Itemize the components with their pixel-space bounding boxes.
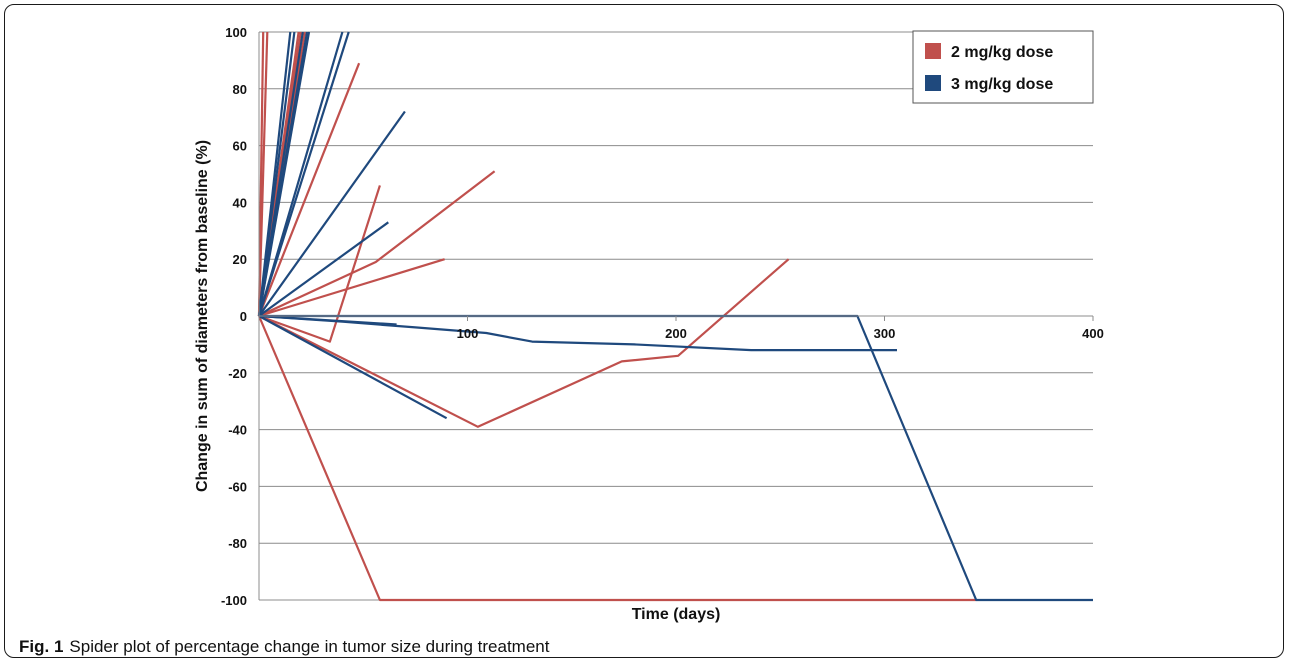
y-tick-label: -60 bbox=[228, 479, 247, 494]
x-tick-label: 100 bbox=[457, 326, 479, 341]
series-line bbox=[258, 170, 496, 317]
y-tick-label: 80 bbox=[233, 82, 247, 97]
y-tick-label: 60 bbox=[233, 139, 247, 154]
series-line bbox=[257, 62, 361, 317]
series-line bbox=[258, 314, 897, 352]
figure-frame: -100 -80 -60 -40 -20 0 20 40 60 80 100 100 200 300 400… bbox=[4, 4, 1284, 658]
y-tick-label: 0 bbox=[240, 309, 247, 324]
series-lines bbox=[257, 31, 1093, 602]
series-line bbox=[258, 110, 406, 317]
series-line bbox=[258, 185, 381, 343]
legend-box bbox=[912, 30, 1094, 104]
series-line bbox=[257, 31, 350, 317]
y-tick-label: 20 bbox=[233, 252, 247, 267]
y-tick-label: -20 bbox=[228, 366, 247, 381]
y-tick-label: 100 bbox=[225, 25, 247, 40]
series-line bbox=[258, 258, 445, 318]
axes: -100 -80 -60 -40 -20 0 20 40 60 80 100 100 200 300 400… bbox=[194, 25, 1104, 623]
legend-label: 2 mg/kg dose bbox=[951, 44, 1053, 61]
y-axis-title: Change in sum of diameters from baseline… bbox=[194, 140, 211, 492]
y-tick-label: -100 bbox=[221, 593, 247, 608]
figure-label: Fig. 1 bbox=[19, 637, 64, 656]
series-line bbox=[257, 31, 269, 317]
series-line bbox=[258, 315, 448, 420]
series-line bbox=[257, 31, 311, 317]
legend-swatch bbox=[925, 75, 941, 91]
series-line bbox=[257, 315, 977, 602]
y-tick-label: 40 bbox=[233, 195, 247, 210]
series-line bbox=[258, 258, 790, 428]
y-tick-label: -80 bbox=[228, 536, 247, 551]
series-line bbox=[257, 31, 296, 317]
series-line bbox=[259, 314, 1093, 602]
x-tick-label: 200 bbox=[665, 326, 687, 341]
figure-caption-text: Spider plot of percentage change in tumo… bbox=[69, 637, 550, 656]
spider-plot: -100 -80 -60 -40 -20 0 20 40 60 80 100 100 200 300 400… bbox=[194, 25, 1104, 623]
y-tick-label: -40 bbox=[228, 423, 247, 438]
x-axis-title: Time (days) bbox=[632, 606, 721, 623]
series-line bbox=[258, 221, 389, 317]
legend-swatch bbox=[925, 43, 941, 59]
x-tick-label: 300 bbox=[874, 326, 896, 341]
legend-label: 3 mg/kg dose bbox=[951, 76, 1053, 93]
figure-caption: Fig. 1 Spider plot of percentage change i… bbox=[19, 637, 549, 657]
legend: 2 mg/kg dose 3 mg/kg dose bbox=[912, 30, 1094, 104]
x-tick-label: 400 bbox=[1082, 326, 1104, 341]
